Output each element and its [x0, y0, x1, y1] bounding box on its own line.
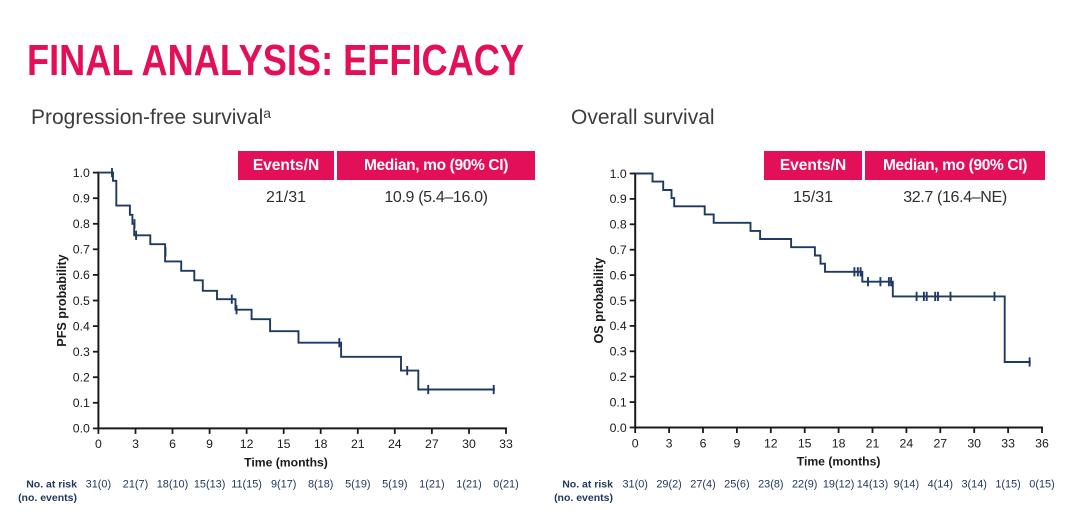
svg-text:0.1: 0.1	[73, 396, 90, 410]
svg-text:18(10): 18(10)	[157, 478, 188, 490]
svg-text:No. at risk: No. at risk	[26, 478, 77, 490]
svg-text:15(13): 15(13)	[194, 478, 225, 490]
svg-text:6: 6	[700, 436, 707, 450]
svg-text:31(0): 31(0)	[86, 478, 111, 490]
svg-text:0.2: 0.2	[73, 371, 90, 385]
svg-text:19(12): 19(12)	[823, 478, 854, 490]
svg-text:25(6): 25(6)	[724, 478, 749, 490]
svg-text:Time (months): Time (months)	[244, 455, 328, 469]
svg-text:15: 15	[277, 437, 291, 451]
svg-text:33: 33	[499, 437, 513, 451]
svg-text:24: 24	[388, 437, 402, 451]
svg-text:No. at risk: No. at risk	[562, 478, 613, 490]
svg-text:9(17): 9(17)	[271, 478, 296, 490]
svg-text:22(9): 22(9)	[792, 478, 817, 490]
svg-text:0.8: 0.8	[73, 217, 90, 231]
svg-text:(no. events): (no. events)	[554, 492, 613, 504]
svg-text:0.4: 0.4	[73, 319, 90, 333]
svg-text:1.0: 1.0	[73, 166, 90, 180]
svg-text:30: 30	[462, 437, 476, 451]
svg-text:14(13): 14(13)	[857, 478, 888, 490]
svg-text:3(14): 3(14)	[961, 478, 986, 490]
svg-text:21: 21	[351, 437, 365, 451]
svg-text:0.0: 0.0	[73, 422, 90, 436]
svg-text:33: 33	[1001, 436, 1015, 450]
svg-text:0.4: 0.4	[610, 319, 627, 333]
svg-text:31(0): 31(0)	[622, 478, 647, 490]
svg-text:3: 3	[666, 436, 673, 450]
svg-text:0.0: 0.0	[610, 421, 627, 435]
svg-text:Time (months): Time (months)	[797, 455, 881, 469]
svg-text:1(21): 1(21)	[419, 478, 444, 490]
svg-text:11(15): 11(15)	[231, 478, 262, 490]
svg-text:9: 9	[733, 436, 740, 450]
svg-text:1(15): 1(15)	[995, 478, 1020, 490]
svg-text:0: 0	[632, 436, 639, 450]
svg-text:PFS probability: PFS probability	[55, 254, 69, 346]
svg-text:9: 9	[206, 437, 213, 451]
svg-text:0: 0	[95, 437, 102, 451]
svg-text:1(21): 1(21)	[456, 478, 481, 490]
svg-text:24: 24	[900, 436, 914, 450]
svg-text:OS probability: OS probability	[592, 257, 606, 343]
svg-text:18: 18	[832, 436, 846, 450]
svg-text:21(7): 21(7)	[123, 478, 148, 490]
svg-text:27: 27	[933, 436, 947, 450]
svg-text:0.3: 0.3	[73, 345, 90, 359]
svg-text:5(19): 5(19)	[345, 478, 370, 490]
svg-text:0(15): 0(15)	[1029, 478, 1054, 490]
svg-text:12: 12	[764, 436, 778, 450]
svg-text:0.6: 0.6	[73, 268, 90, 282]
svg-text:0.7: 0.7	[610, 243, 627, 257]
svg-text:9(14): 9(14)	[894, 478, 919, 490]
svg-text:27(4): 27(4)	[690, 478, 715, 490]
svg-text:27: 27	[425, 437, 439, 451]
svg-text:21: 21	[866, 436, 880, 450]
svg-text:4(14): 4(14)	[928, 478, 953, 490]
svg-text:23(8): 23(8)	[758, 478, 783, 490]
svg-text:0.9: 0.9	[73, 192, 90, 206]
svg-text:0.2: 0.2	[610, 370, 627, 384]
svg-text:29(2): 29(2)	[656, 478, 681, 490]
svg-text:5(19): 5(19)	[382, 478, 407, 490]
svg-text:0.5: 0.5	[610, 294, 627, 308]
svg-text:0.1: 0.1	[610, 395, 627, 409]
svg-text:3: 3	[132, 437, 139, 451]
svg-text:0.8: 0.8	[610, 218, 627, 232]
svg-text:12: 12	[240, 437, 254, 451]
svg-text:0.9: 0.9	[610, 192, 627, 206]
svg-text:0(21): 0(21)	[493, 478, 518, 490]
svg-text:6: 6	[169, 437, 176, 451]
svg-text:15: 15	[798, 436, 812, 450]
svg-text:0.3: 0.3	[610, 345, 627, 359]
svg-text:0.6: 0.6	[610, 268, 627, 282]
svg-text:18: 18	[314, 437, 328, 451]
svg-text:30: 30	[967, 436, 981, 450]
svg-text:8(18): 8(18)	[308, 478, 333, 490]
svg-text:0.5: 0.5	[73, 294, 90, 308]
svg-text:0.7: 0.7	[73, 243, 90, 257]
svg-text:36: 36	[1035, 436, 1049, 450]
svg-text:(no. events): (no. events)	[18, 492, 77, 504]
svg-text:1.0: 1.0	[610, 167, 627, 181]
